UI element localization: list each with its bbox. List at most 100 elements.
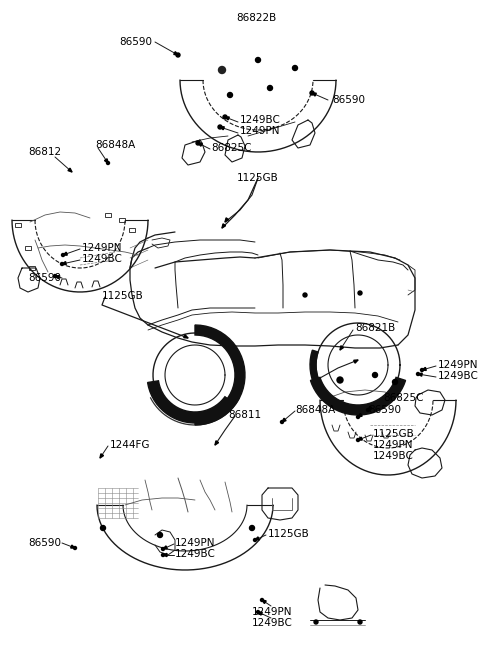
- Polygon shape: [163, 546, 168, 549]
- Circle shape: [223, 115, 227, 119]
- Polygon shape: [255, 537, 259, 540]
- Polygon shape: [198, 143, 202, 146]
- Circle shape: [337, 377, 343, 383]
- Circle shape: [393, 380, 397, 384]
- Text: 1249PN: 1249PN: [252, 607, 292, 617]
- Polygon shape: [422, 367, 426, 371]
- Circle shape: [255, 58, 261, 62]
- Polygon shape: [258, 612, 262, 615]
- Polygon shape: [312, 93, 316, 96]
- Circle shape: [310, 91, 314, 95]
- Bar: [15, 223, 21, 227]
- Text: 1249BC: 1249BC: [82, 254, 123, 264]
- Polygon shape: [163, 554, 167, 556]
- Text: 1249PN: 1249PN: [82, 243, 122, 253]
- Polygon shape: [55, 276, 60, 279]
- Text: 1249BC: 1249BC: [373, 451, 414, 461]
- Text: 1249PN: 1249PN: [175, 538, 216, 548]
- Circle shape: [357, 415, 360, 419]
- Text: 86821B: 86821B: [355, 323, 395, 333]
- Text: 86825C: 86825C: [211, 143, 252, 153]
- Polygon shape: [418, 373, 422, 377]
- Circle shape: [417, 373, 420, 375]
- Polygon shape: [282, 418, 286, 422]
- Text: 86811: 86811: [228, 410, 261, 420]
- Polygon shape: [184, 335, 188, 338]
- Text: 86848A: 86848A: [95, 140, 135, 150]
- Circle shape: [53, 274, 57, 277]
- Text: 86848A: 86848A: [295, 405, 335, 415]
- Text: 1125GB: 1125GB: [268, 529, 310, 539]
- Text: 86590: 86590: [368, 405, 401, 415]
- Circle shape: [256, 611, 260, 613]
- Text: 1125GB: 1125GB: [237, 173, 279, 183]
- Polygon shape: [340, 346, 344, 350]
- Circle shape: [161, 548, 165, 550]
- Text: 86822B: 86822B: [236, 13, 276, 23]
- Polygon shape: [71, 545, 75, 548]
- Circle shape: [60, 262, 63, 266]
- Text: 1249BC: 1249BC: [438, 371, 479, 381]
- Circle shape: [253, 539, 256, 541]
- Bar: [29, 266, 35, 270]
- Text: 86590: 86590: [332, 95, 365, 105]
- Circle shape: [303, 293, 307, 297]
- Circle shape: [358, 620, 362, 624]
- Polygon shape: [62, 262, 66, 264]
- Text: 86590: 86590: [119, 37, 152, 47]
- Circle shape: [292, 66, 298, 70]
- Polygon shape: [225, 117, 229, 120]
- Polygon shape: [225, 218, 228, 222]
- Text: 86590: 86590: [28, 538, 61, 548]
- Polygon shape: [368, 406, 372, 410]
- Circle shape: [357, 438, 360, 441]
- Circle shape: [261, 598, 264, 602]
- Circle shape: [358, 291, 362, 295]
- Text: 1249BC: 1249BC: [175, 549, 216, 559]
- Circle shape: [107, 161, 109, 165]
- Polygon shape: [68, 168, 72, 172]
- Bar: [119, 218, 125, 222]
- Polygon shape: [354, 360, 358, 363]
- Polygon shape: [358, 437, 362, 440]
- Polygon shape: [63, 252, 67, 255]
- Circle shape: [100, 525, 106, 531]
- Text: 1125GB: 1125GB: [102, 291, 144, 301]
- Polygon shape: [215, 441, 218, 445]
- Circle shape: [218, 66, 226, 73]
- Text: 86590: 86590: [28, 273, 61, 283]
- Polygon shape: [220, 127, 224, 130]
- Text: 86812: 86812: [28, 147, 61, 157]
- Polygon shape: [358, 413, 362, 417]
- Circle shape: [73, 546, 76, 550]
- Bar: [105, 213, 111, 217]
- Circle shape: [372, 373, 377, 377]
- Text: 1249BC: 1249BC: [252, 618, 292, 628]
- Text: 1249PN: 1249PN: [373, 440, 413, 450]
- Circle shape: [157, 533, 163, 537]
- Polygon shape: [311, 377, 406, 415]
- Polygon shape: [105, 159, 108, 163]
- Polygon shape: [147, 380, 234, 423]
- Text: 1249BC: 1249BC: [240, 115, 281, 125]
- Circle shape: [161, 554, 165, 556]
- Circle shape: [314, 620, 318, 624]
- Polygon shape: [310, 350, 358, 413]
- Circle shape: [420, 369, 423, 371]
- Circle shape: [250, 525, 254, 531]
- Polygon shape: [222, 224, 226, 228]
- Bar: [129, 228, 135, 232]
- Text: 1249PN: 1249PN: [240, 126, 280, 136]
- Circle shape: [218, 125, 222, 129]
- Polygon shape: [195, 325, 245, 425]
- Circle shape: [367, 409, 370, 411]
- Circle shape: [61, 253, 64, 256]
- Polygon shape: [100, 454, 104, 458]
- Text: 1249PN: 1249PN: [438, 360, 479, 370]
- Circle shape: [228, 92, 232, 98]
- Circle shape: [280, 420, 284, 424]
- Polygon shape: [262, 600, 266, 604]
- Polygon shape: [174, 52, 178, 55]
- Circle shape: [267, 85, 273, 91]
- Text: 1125GB: 1125GB: [373, 429, 415, 439]
